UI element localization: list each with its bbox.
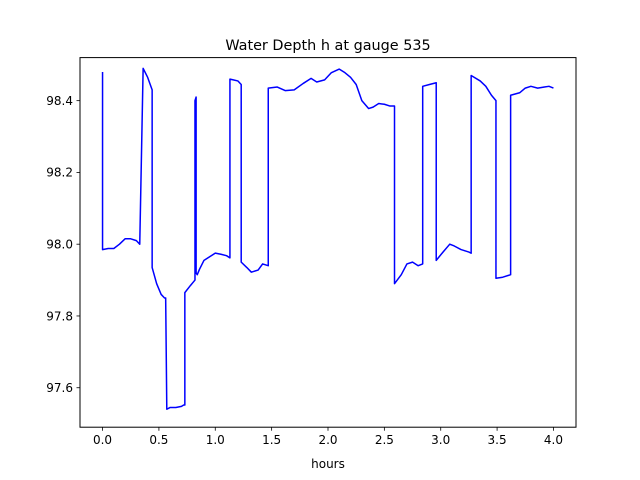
y-tick-label: 98.4 — [46, 94, 73, 108]
y-tick-label: 97.6 — [46, 381, 73, 395]
y-axis: 97.6 97.8 98.0 98.2 98.4 — [46, 94, 80, 395]
y-tick-label: 98.0 — [46, 237, 73, 251]
x-tick-label: 2.0 — [318, 433, 337, 447]
x-tick-label: 1.0 — [206, 433, 225, 447]
plot-area — [101, 67, 554, 411]
x-axis-label: hours — [311, 457, 345, 471]
x-tick-label: 3.5 — [488, 433, 507, 447]
x-tick-label: 4.0 — [544, 433, 563, 447]
x-tick-label: 0.5 — [149, 433, 168, 447]
x-tick-label: 3.0 — [431, 433, 450, 447]
chart-title: Water Depth h at gauge 535 — [225, 38, 430, 54]
y-tick-label: 97.8 — [46, 309, 73, 323]
x-axis: 0.0 0.5 1.0 1.5 2.0 2.5 3.0 3.5 4.0 — [93, 427, 563, 447]
x-tick-label: 0.0 — [93, 433, 112, 447]
x-tick-label: 2.5 — [375, 433, 394, 447]
x-tick-label: 1.5 — [262, 433, 281, 447]
y-tick-label: 98.2 — [46, 166, 73, 180]
series-line-0 — [101, 67, 554, 411]
